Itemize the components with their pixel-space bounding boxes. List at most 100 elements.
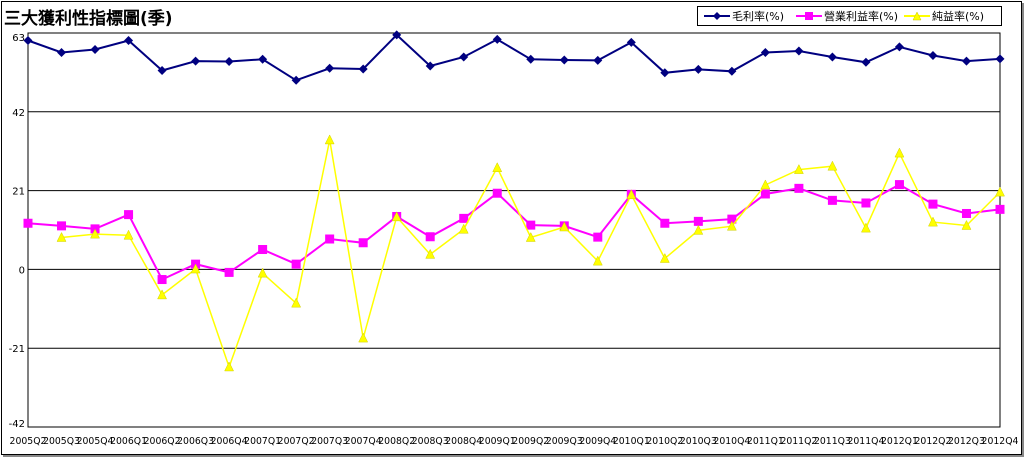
x-tick-label: 2005Q2: [10, 436, 47, 447]
triangle-marker-icon: [904, 11, 930, 21]
data-point-square: [961, 208, 971, 218]
data-point-square: [224, 267, 234, 277]
data-point-square: [727, 214, 737, 224]
data-point-diamond: [57, 48, 67, 58]
legend-item-net-margin: 純益率(%): [904, 7, 984, 25]
data-point-diamond: [760, 48, 770, 58]
data-point-diamond: [291, 75, 301, 85]
x-tick-label: 2012Q3: [948, 436, 985, 447]
x-tick-label: 2010Q1: [613, 436, 650, 447]
data-point-diamond: [928, 51, 938, 61]
data-point-triangle: [492, 162, 503, 172]
data-point-triangle: [592, 255, 603, 266]
series-lines: [23, 30, 1005, 372]
data-point-triangle: [693, 224, 704, 235]
data-point-square: [23, 218, 33, 228]
data-point-diamond: [894, 42, 904, 52]
data-point-diamond: [660, 68, 670, 78]
data-point-square: [157, 275, 167, 285]
plot-border: [27, 32, 1001, 428]
data-point-triangle: [157, 289, 167, 300]
data-point-diamond: [727, 66, 737, 76]
x-tick-label: 2007Q4: [345, 436, 382, 447]
data-point-square: [861, 198, 871, 208]
data-point-square: [928, 199, 938, 209]
data-point-square: [593, 232, 603, 242]
data-point-triangle: [559, 221, 570, 232]
x-tick-label: 2010Q2: [646, 436, 683, 447]
data-point-triangle: [391, 211, 402, 222]
data-point-diamond: [626, 37, 636, 47]
legend-item-operating-margin: 營業利益率(%): [796, 7, 898, 25]
data-point-diamond: [191, 56, 201, 66]
data-point-square: [794, 183, 804, 193]
series-0: [23, 30, 1005, 85]
data-point-square: [57, 221, 67, 231]
data-point-square: [459, 213, 469, 223]
chart-title: 三大獲利性指標圖(季): [4, 9, 173, 29]
data-point-triangle: [458, 223, 469, 234]
data-point-square: [492, 188, 502, 198]
x-tick-label: 2006Q2: [144, 436, 181, 447]
x-tick-label: 2011Q2: [780, 436, 817, 447]
data-point-triangle: [659, 252, 670, 263]
y-tick-label: 21: [12, 187, 25, 198]
data-point-square: [660, 218, 670, 228]
series-1: [23, 180, 1005, 285]
y-axis: 63 42 21 0 -21 -42: [9, 33, 25, 430]
legend-label: 營業利益率(%): [824, 10, 899, 23]
diamond-marker-icon: [704, 12, 730, 20]
x-tick-label: 2007Q2: [278, 436, 315, 447]
data-point-triangle: [827, 160, 838, 171]
legend-label: 毛利率(%): [732, 10, 785, 23]
data-point-diamond: [526, 54, 536, 64]
y-tick-label: 42: [12, 108, 25, 119]
y-tick-label: -42: [9, 419, 25, 430]
x-tick-label: 2008Q3: [412, 436, 449, 447]
data-point-triangle: [190, 263, 201, 274]
x-tick-label: 2010Q3: [680, 436, 717, 447]
data-point-triangle: [257, 267, 268, 278]
x-tick-label: 2006Q1: [110, 436, 147, 447]
data-point-diamond: [995, 54, 1005, 64]
data-point-diamond: [861, 57, 871, 67]
data-point-diamond: [693, 64, 703, 74]
data-point-triangle: [123, 229, 134, 240]
legend-label: 純益率(%): [932, 10, 985, 23]
data-point-diamond: [124, 36, 134, 46]
series-line: [27, 33, 1001, 82]
x-tick-label: 2011Q4: [847, 436, 884, 447]
data-point-diamond: [23, 36, 33, 46]
x-tick-label: 2010Q4: [713, 436, 750, 447]
x-tick-label: 2007Q1: [244, 436, 281, 447]
x-tick-label: 2005Q4: [77, 436, 114, 447]
legend: 毛利率(%) 營業利益率(%) 純益率(%): [697, 6, 1002, 26]
data-point-diamond: [392, 30, 402, 40]
x-tick-label: 2006Q4: [211, 436, 248, 447]
series-line: [27, 183, 1001, 281]
y-tick-label: 63: [12, 33, 25, 44]
x-tick-label: 2008Q4: [445, 436, 482, 447]
data-point-triangle: [861, 222, 871, 233]
data-point-triangle: [90, 228, 100, 239]
data-point-square: [894, 180, 904, 190]
series-2: [56, 134, 1005, 372]
data-point-diamond: [961, 56, 971, 66]
square-marker-icon: [796, 12, 822, 20]
x-tick-label: 2006Q3: [177, 436, 214, 447]
data-point-triangle: [760, 179, 771, 190]
data-point-triangle: [358, 332, 369, 343]
data-point-square: [325, 234, 335, 244]
data-point-triangle: [894, 147, 905, 158]
data-point-triangle: [726, 220, 737, 231]
data-point-square: [693, 216, 703, 226]
data-point-square: [827, 195, 837, 205]
data-point-triangle: [291, 297, 302, 308]
data-point-triangle: [525, 231, 536, 242]
x-tick-label: 2009Q3: [546, 436, 583, 447]
x-tick-label: 2008Q2: [378, 436, 415, 447]
data-point-square: [358, 238, 368, 248]
x-tick-label: 2009Q2: [512, 436, 549, 447]
data-point-square: [995, 204, 1005, 214]
